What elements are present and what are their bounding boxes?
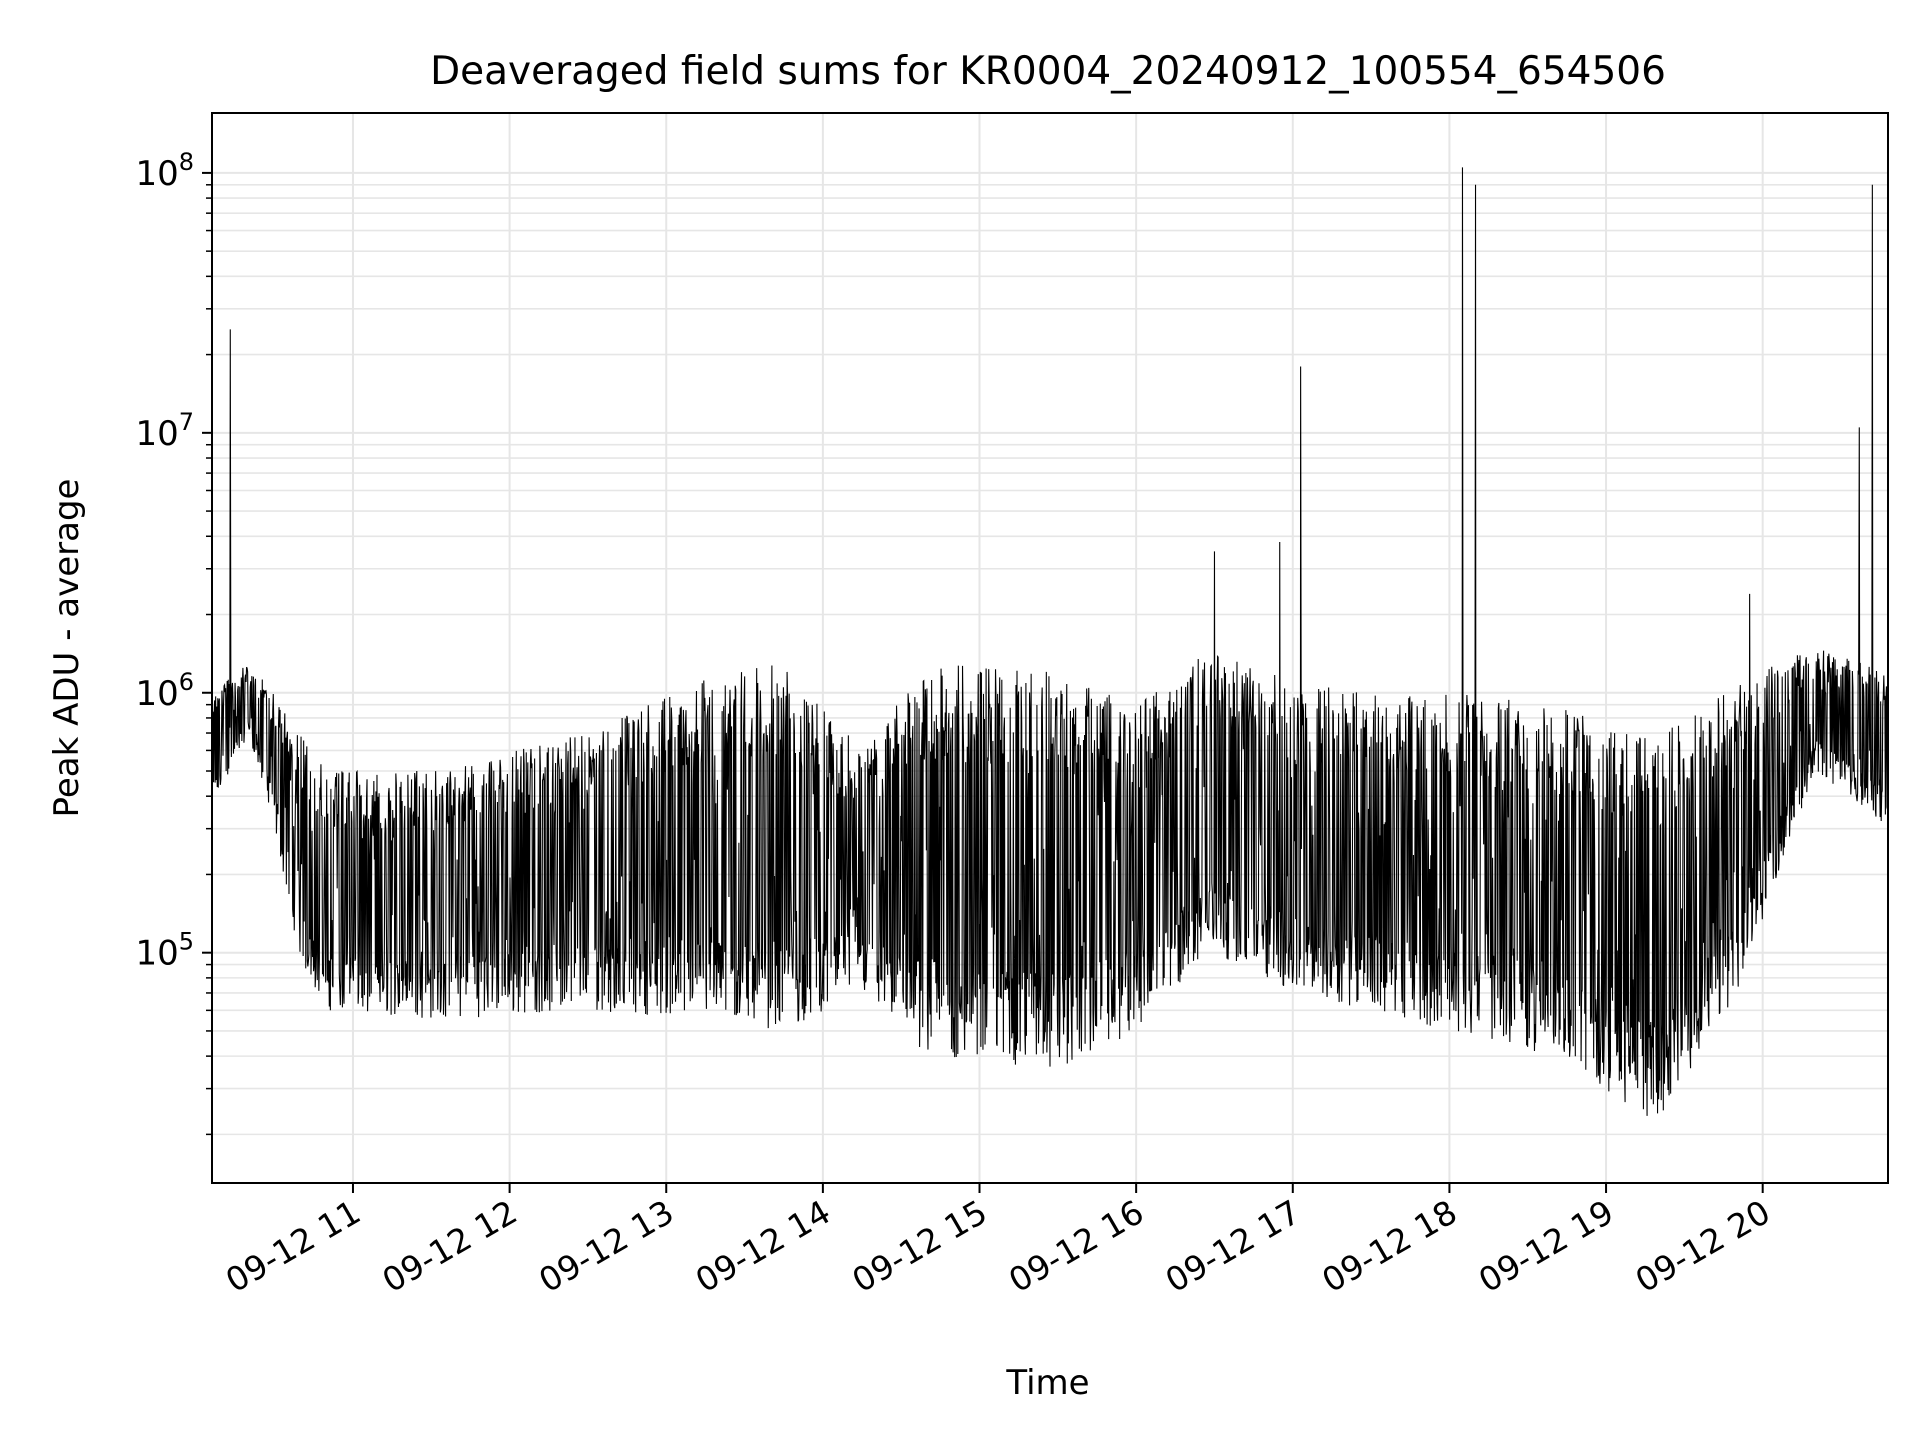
x-axis-label: Time xyxy=(1005,1363,1089,1403)
x-tick-label: 09-12 20 xyxy=(1629,1192,1777,1300)
x-tick-label: 09-12 15 xyxy=(846,1192,994,1300)
plot-area xyxy=(211,167,1889,1116)
x-tick-label: 09-12 12 xyxy=(376,1192,524,1300)
axes-frame xyxy=(211,112,1889,1184)
x-tick-label: 09-12 14 xyxy=(689,1192,837,1300)
series-line xyxy=(211,167,1889,1116)
y-axis-ticks: 105 106 107 108 xyxy=(135,148,212,1136)
y-axis-label: Peak ADU - average xyxy=(47,479,87,818)
x-tick-label: 09-12 16 xyxy=(1002,1192,1150,1300)
y-tick-label: 108 xyxy=(135,148,194,194)
x-tick-label: 09-12 19 xyxy=(1472,1192,1620,1300)
y-tick-label: 106 xyxy=(135,668,194,714)
x-tick-label: 09-12 13 xyxy=(532,1192,680,1300)
y-tick-label: 105 xyxy=(135,928,194,974)
x-tick-label: 09-12 18 xyxy=(1315,1192,1463,1300)
y-tick-label: 107 xyxy=(135,408,194,454)
x-axis-ticks: 09-12 11 09-12 12 09-12 13 09-12 14 09-12 15… xyxy=(219,1183,1777,1300)
chart-title: Deaveraged field sums for KR0004_2024091… xyxy=(430,49,1666,94)
x-tick-label: 09-12 11 xyxy=(219,1192,367,1300)
x-tick-label: 09-12 17 xyxy=(1159,1192,1307,1300)
